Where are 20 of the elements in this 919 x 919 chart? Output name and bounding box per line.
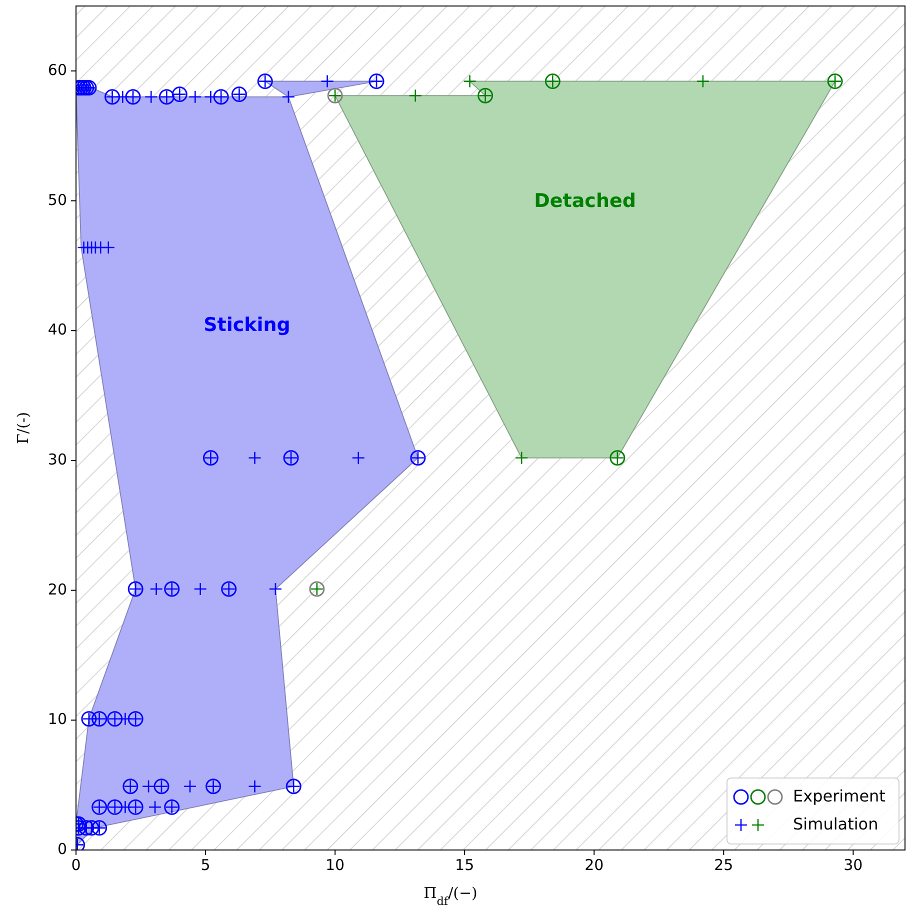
legend-label: Simulation — [793, 814, 878, 834]
y-tick-label: 30 — [48, 450, 67, 469]
y-tick-label: 40 — [48, 320, 67, 339]
y-tick-label: 10 — [48, 710, 67, 728]
y-tick-label: 50 — [48, 190, 67, 209]
y-axis-title: Γ/(-) — [14, 412, 32, 444]
x-tick-label: 5 — [200, 856, 210, 874]
y-tick-label: 60 — [48, 61, 67, 80]
x-axis-title: Π$_{df}$/(−) — [424, 884, 478, 908]
legend-label: Experiment — [793, 786, 886, 806]
x-tick-label: 20 — [584, 856, 604, 874]
x-tick-label: 10 — [326, 856, 345, 874]
y-tick-label: 0 — [57, 840, 67, 858]
x-tick-label: 0 — [71, 856, 81, 874]
x-tick-label: 25 — [714, 856, 734, 874]
annotation: Detached — [534, 190, 636, 212]
annotation: Sticking — [204, 314, 290, 336]
y-tick-label: 20 — [48, 580, 67, 598]
x-tick-label: 15 — [455, 856, 474, 874]
x-tick-label: 30 — [844, 856, 863, 874]
